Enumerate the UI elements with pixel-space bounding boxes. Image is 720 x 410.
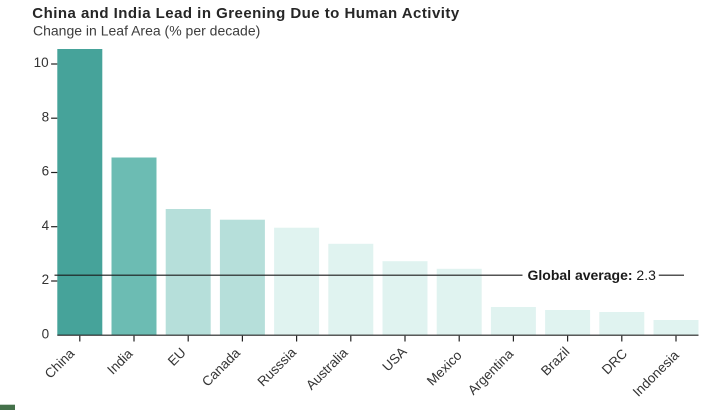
svg-text:Change in Leaf Area (% per dec: Change in Leaf Area (% per decade) bbox=[33, 22, 260, 38]
svg-text:6: 6 bbox=[42, 164, 50, 179]
svg-text:8: 8 bbox=[42, 109, 50, 124]
svg-text:10: 10 bbox=[34, 55, 49, 70]
svg-text:2: 2 bbox=[42, 272, 50, 287]
svg-text:0: 0 bbox=[42, 326, 50, 341]
svg-text:China and India Lead in Greeni: China and India Lead in Greening Due to … bbox=[32, 5, 460, 22]
svg-text:4: 4 bbox=[42, 218, 50, 233]
svg-text:Global average: 2.3: Global average: 2.3 bbox=[528, 267, 657, 283]
